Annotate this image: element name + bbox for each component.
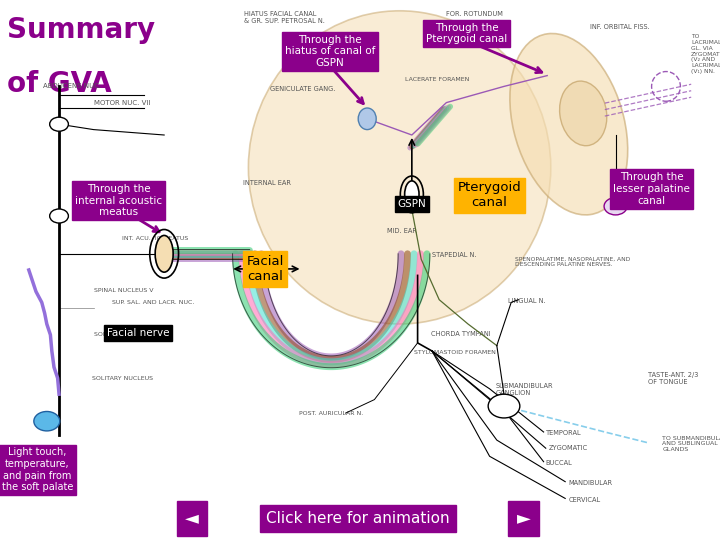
Text: INT. ACU.  IC MEATUS: INT. ACU. IC MEATUS	[122, 236, 189, 241]
Text: MOTOR NUC. VII: MOTOR NUC. VII	[94, 99, 150, 106]
Ellipse shape	[510, 33, 628, 215]
Text: LINGUAL N.: LINGUAL N.	[508, 298, 545, 304]
Text: MID. EAR: MID. EAR	[387, 227, 418, 234]
Text: Click here for animation: Click here for animation	[266, 511, 450, 526]
Ellipse shape	[248, 11, 551, 324]
Ellipse shape	[359, 108, 376, 130]
Text: Through the
internal acoustic
meatus: Through the internal acoustic meatus	[75, 184, 163, 218]
Ellipse shape	[405, 181, 419, 208]
Text: TO
LACRIMAL
GL. VIA
ZYGOMATIC
(V₂ AND
LACRIMAL
(V₁) NN.: TO LACRIMAL GL. VIA ZYGOMATIC (V₂ AND LA…	[691, 34, 720, 74]
Text: Through the
lesser palatine
canal: Through the lesser palatine canal	[613, 172, 690, 206]
Text: POST. AURICULAR N.: POST. AURICULAR N.	[299, 410, 363, 416]
Text: INTERNAL EAR: INTERNAL EAR	[243, 179, 292, 186]
Circle shape	[50, 209, 68, 223]
Text: STYLOMASTOID FORAMEN: STYLOMASTOID FORAMEN	[414, 349, 496, 355]
Text: ZYGOMATIC: ZYGOMATIC	[549, 445, 588, 451]
Ellipse shape	[559, 81, 607, 146]
Text: Through the
hiatus of canal of
GSPN: Through the hiatus of canal of GSPN	[284, 35, 375, 68]
Text: SUP. SAL. AND LACR. NUC.: SUP. SAL. AND LACR. NUC.	[112, 300, 194, 305]
Text: TASTE-ANT. 2/3
OF TONGUE: TASTE-ANT. 2/3 OF TONGUE	[648, 372, 698, 384]
Text: STAPEDIAL N.: STAPEDIAL N.	[432, 252, 477, 258]
Text: CERVICAL: CERVICAL	[569, 496, 601, 503]
Text: BUCCAL: BUCCAL	[546, 460, 572, 466]
Ellipse shape	[156, 235, 173, 272]
Text: SOLITARY NUCLEUS: SOLITARY NUCLEUS	[92, 375, 153, 381]
Text: GENICULATE GANG.: GENICULATE GANG.	[270, 86, 336, 92]
Text: ◄: ◄	[185, 509, 199, 528]
Text: HIATUS FACIAL CANAL
& GR. SUP. PETROSAL N.: HIATUS FACIAL CANAL & GR. SUP. PETROSAL …	[244, 11, 325, 24]
Text: FOR. ROTUNDUM: FOR. ROTUNDUM	[446, 10, 503, 17]
Text: MANDIBULAR: MANDIBULAR	[569, 480, 613, 487]
Text: TO SUBMANDIBULAR
AND SUBLINGUAL
GLANDS: TO SUBMANDIBULAR AND SUBLINGUAL GLANDS	[662, 436, 720, 452]
Text: SUBMANDIBULAR
GANGLION: SUBMANDIBULAR GANGLION	[495, 383, 553, 396]
Text: SPENOPALATIME, NASOPALATINE, AND
DESCENDING PALATINE NERVES.: SPENOPALATIME, NASOPALATINE, AND DESCEND…	[515, 256, 630, 267]
Text: Light touch,
temperature,
and pain from
the soft palate: Light touch, temperature, and pain from …	[1, 448, 73, 492]
Circle shape	[34, 411, 60, 431]
Text: Pterygoid
canal: Pterygoid canal	[458, 181, 521, 210]
Text: Facial nerve: Facial nerve	[107, 328, 169, 338]
Text: ►: ►	[516, 509, 531, 528]
Text: TEMPORAL: TEMPORAL	[546, 430, 581, 436]
Text: Summary: Summary	[7, 16, 156, 44]
Circle shape	[488, 394, 520, 418]
Text: of GVA: of GVA	[7, 70, 112, 98]
Text: GSPN: GSPN	[397, 199, 426, 209]
Text: Through the
Pterygoid canal: Through the Pterygoid canal	[426, 23, 507, 44]
Text: INF. ORBITAL FISS.: INF. ORBITAL FISS.	[590, 24, 650, 30]
Text: CHORDA TYMPANI: CHORDA TYMPANI	[431, 330, 490, 337]
Text: Facial
canal: Facial canal	[246, 255, 284, 283]
Text: LACERATE FORAMEN: LACERATE FORAMEN	[405, 77, 469, 83]
Circle shape	[604, 198, 627, 215]
Circle shape	[50, 117, 68, 131]
Text: SPINAL NUCLEUS V: SPINAL NUCLEUS V	[94, 288, 153, 293]
Text: ABDUCENS NUC.: ABDUCENS NUC.	[43, 83, 102, 90]
Text: SOLITARY TRACT: SOLITARY TRACT	[94, 332, 145, 338]
